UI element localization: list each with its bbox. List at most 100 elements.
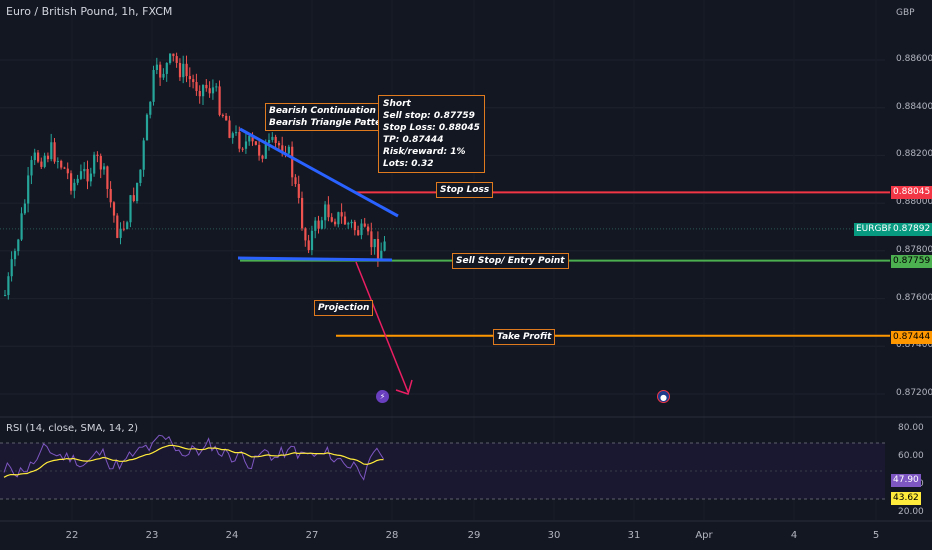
trade-line-6: Lots: 0.32 [383,159,434,169]
chart-title: Euro / British Pound, 1h, FXCM [6,5,173,18]
candle-body [103,166,106,170]
candle-body [347,223,350,225]
candle-body [291,146,294,178]
candle-body [310,230,314,251]
candle-body [89,173,92,182]
rsi-pane [0,416,932,522]
rsi-band [0,443,885,499]
candle-body [7,276,10,296]
time-tick-label: 31 [627,530,641,541]
candle-body [132,195,135,202]
candle-body [139,169,142,183]
time-tick-label: 22 [65,530,79,541]
candle-body [238,132,241,149]
candle-body [149,101,152,115]
candle-body [327,204,330,218]
currency-label: GBP [896,8,915,18]
candle-body [53,142,56,162]
price-tick-label: 0.87800 [896,244,932,255]
price-tick-label: 0.87200 [896,388,932,398]
candle-body [188,76,191,80]
rsi-tick-label: 60.00 [898,451,924,461]
trade-plan-annotation[interactable]: Short Sell stop: 0.87759 Stop Loss: 0.88… [378,95,485,173]
time-tick-label: 23 [145,530,159,541]
candle-body [301,197,304,229]
candle-body [112,202,116,216]
candle-body [43,155,46,167]
candle-body [353,221,356,231]
lightning-event-icon[interactable]: ⚡ [376,390,389,403]
candle-body [99,155,102,170]
entry-annotation[interactable]: Sell Stop/ Entry Point [452,253,569,269]
candle-body [314,220,317,231]
economic-event-icon[interactable]: ● [657,390,670,403]
take-profit-price-tag: 0.87444 [891,331,932,344]
candle-body [304,228,307,241]
candle-body [178,62,182,78]
candle-body [10,259,13,277]
trade-line-2: Sell stop: 0.87759 [383,111,475,121]
pattern-annotation[interactable]: Bearish Continuation Bearish Triangle Pa… [265,103,397,131]
candle-body [129,195,132,223]
candle-body [380,250,383,261]
candle-body [277,142,281,146]
candle-body [367,226,370,232]
candle-body [145,114,149,141]
price-tick-label: 0.87400 [896,340,932,351]
candle-body [126,222,129,230]
projection-arrow-line [355,261,409,393]
rsi-indicator-title[interactable]: RSI (14, close, SMA, 14, 2) [6,423,139,434]
candle-body [264,142,267,159]
candle-body [231,133,234,138]
candle-body [244,141,248,149]
candle-body [185,63,188,77]
candle-body [334,221,337,225]
candle-body [343,216,347,225]
candle-body [218,86,221,115]
symbol-tag[interactable]: EURGBP [854,223,896,236]
candle-body [63,167,66,169]
candle-body [350,221,353,224]
candle-body [307,240,310,251]
candle-body [363,223,366,227]
candle-body [23,203,26,214]
price-tick-label: 0.88200 [896,149,932,160]
candle-body [159,64,162,78]
candle-body [119,228,122,238]
candle-body [27,175,30,204]
candle-body [251,135,254,142]
candle-body [182,63,185,78]
take-profit-annotation[interactable]: Take Profit [493,329,556,345]
candle-body [215,86,218,88]
candle-body [211,87,215,94]
candle-body [241,148,244,150]
time-tick-label: 4 [790,530,798,541]
candle-body [228,120,231,138]
pattern-drawings [237,127,413,395]
candle-body [116,215,119,238]
entry-price-tag: 0.87759 [891,255,932,268]
candle-body [357,230,360,236]
candle-body [40,161,43,167]
candle-body [287,146,290,154]
candle-body [208,88,211,94]
rsi-tick-label: 80.00 [898,423,924,433]
candle-body [60,160,63,168]
candle-body [235,132,238,134]
candle-body [202,84,205,97]
candle-body [330,217,333,222]
candle-body [172,53,175,57]
candle-body [155,64,158,71]
stop-loss-annotation[interactable]: Stop Loss [436,182,494,198]
candle-body [20,213,23,240]
candle-body [320,220,323,229]
stop-loss-price-tag: 0.88045 [891,186,932,199]
candle-body [136,182,139,202]
candle-body [198,90,201,97]
candle-body [205,84,208,89]
projection-annotation[interactable]: Projection [314,300,374,316]
candle-body [297,183,300,198]
candle-body [221,114,224,116]
triangle-upper-trendline [239,127,399,218]
